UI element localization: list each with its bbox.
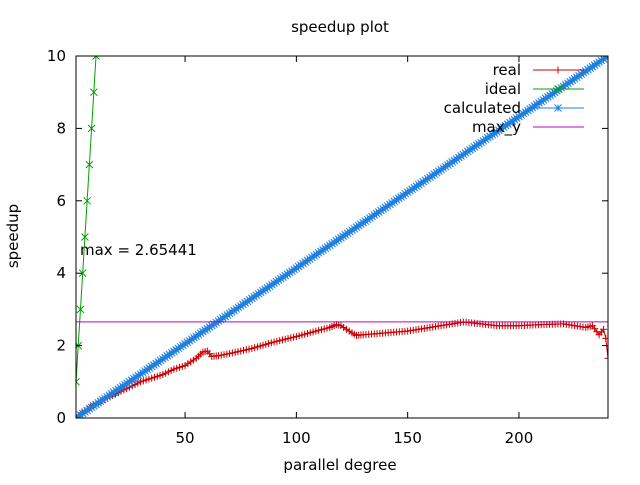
y-tick-label-2: 4 xyxy=(56,264,66,282)
series-calculated xyxy=(76,56,608,418)
series-calculated-point-88 xyxy=(268,280,276,289)
legend-label-series-calculated: calculated xyxy=(444,99,521,117)
series-ideal-point-6 xyxy=(85,160,94,169)
series-ideal-point-7 xyxy=(87,124,96,133)
series-calculated-point-212 xyxy=(544,93,552,101)
series-ideal-point-9 xyxy=(92,56,100,60)
series-real-point-last xyxy=(604,354,608,362)
series-ideal-point-0-d1 xyxy=(76,381,80,386)
series-calculated-point-239-d2 xyxy=(604,56,608,60)
legend-label-series-real: real xyxy=(493,61,521,79)
series-ideal-point-0 xyxy=(76,377,80,386)
series-ideal-line xyxy=(76,56,97,382)
legend-marker-series-calculated-d2 xyxy=(554,104,562,112)
y-axis-label: speedup xyxy=(4,204,22,268)
series-calculated-point-238-d2 xyxy=(601,56,608,62)
x-tick-label-3: 200 xyxy=(505,429,534,447)
series-ideal-point-4 xyxy=(81,233,89,241)
legend-label-series-max-y: max_y xyxy=(472,118,521,137)
series-ideal-point-8 xyxy=(89,88,98,97)
x-axis-label: parallel degree xyxy=(283,456,396,474)
legend-label-series-ideal: ideal xyxy=(485,80,521,98)
series-calculated-point-108 xyxy=(312,250,321,259)
series-ideal-point-6-d2 xyxy=(85,160,94,169)
series-ideal-point-0-d2 xyxy=(76,377,80,383)
chart-title: speedup plot xyxy=(291,18,389,36)
series-ideal-point-5 xyxy=(83,196,91,205)
series-ideal-point-8-d2 xyxy=(89,88,98,97)
series-ideal-point-9-d2 xyxy=(92,56,97,60)
x-tick-label-2: 150 xyxy=(393,429,422,447)
series-real-point-41-0 xyxy=(600,325,608,333)
legend-marker-series-ideal-d2 xyxy=(554,85,562,93)
series-calculated-point-156 xyxy=(419,177,428,186)
x-tick-label-0: 50 xyxy=(176,429,195,447)
series-calculated-point-13 xyxy=(101,394,109,403)
series-real-point-42-0 xyxy=(602,334,608,342)
plot-layer xyxy=(76,56,608,418)
plot-area xyxy=(76,56,608,418)
series-ideal-point-7-d2 xyxy=(87,124,96,133)
y-tick-label-3: 6 xyxy=(56,192,66,210)
series-calculated-point-239 xyxy=(604,56,608,60)
series-calculated-point-172 xyxy=(455,153,463,162)
legend-marker-series-real xyxy=(554,66,562,74)
series-ideal-point-2 xyxy=(76,305,85,314)
series-ideal-point-4-d2 xyxy=(81,233,89,241)
series-ideal-point-3 xyxy=(78,269,87,278)
tick-layer: 50 100 150 200 0 2 4 6 8 10 xyxy=(47,47,608,447)
plot-frame xyxy=(75,55,609,419)
series-ideal xyxy=(76,56,100,386)
series-calculated-point-238 xyxy=(601,56,608,62)
series-ideal-point-2-d2 xyxy=(76,305,85,314)
series-calculated-point-91 xyxy=(274,276,283,285)
series-ideal-point-9-d1 xyxy=(95,56,100,60)
y-tick-label-5: 10 xyxy=(47,47,66,65)
series-calculated-point-96 xyxy=(285,268,294,277)
series-ideal-point-5-d2 xyxy=(83,196,91,205)
series-calculated-point-144 xyxy=(392,196,401,204)
y-tick-label-4: 8 xyxy=(56,119,66,137)
x-tick-label-1: 100 xyxy=(282,429,311,447)
legend-marker-series-ideal xyxy=(554,85,562,93)
series-ideal-point-3-d2 xyxy=(78,269,87,278)
legend-marker-series-calculated xyxy=(554,104,562,112)
y-tick-label-1: 2 xyxy=(56,337,66,355)
y-tick-label-0: 0 xyxy=(56,409,66,427)
max-annotation: max = 2.65441 xyxy=(80,241,197,259)
